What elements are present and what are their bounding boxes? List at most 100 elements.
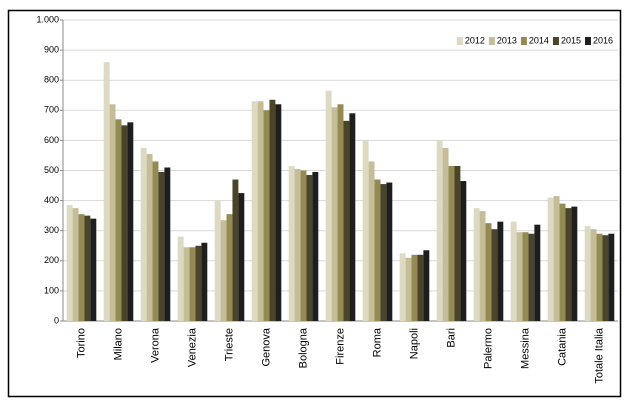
bar bbox=[325, 90, 332, 321]
bar bbox=[306, 175, 313, 321]
bar bbox=[565, 208, 572, 321]
bar bbox=[584, 226, 591, 321]
bar bbox=[608, 233, 615, 321]
bar bbox=[78, 214, 85, 321]
bar bbox=[238, 193, 245, 321]
bar bbox=[417, 254, 424, 321]
bar bbox=[448, 165, 455, 321]
bar bbox=[84, 215, 91, 321]
bar bbox=[146, 153, 153, 321]
bar bbox=[294, 168, 301, 321]
bar bbox=[195, 245, 202, 321]
bar bbox=[90, 218, 97, 321]
y-tick-label: 200 bbox=[44, 255, 59, 265]
y-tick-label: 900 bbox=[44, 44, 59, 54]
bar bbox=[152, 161, 159, 321]
bar bbox=[201, 242, 208, 321]
bar bbox=[214, 200, 221, 321]
bar bbox=[109, 104, 116, 321]
bar bbox=[473, 208, 480, 321]
bar bbox=[497, 221, 504, 321]
bar bbox=[226, 214, 233, 321]
bar bbox=[602, 235, 609, 321]
bar bbox=[220, 220, 227, 321]
bar bbox=[485, 223, 492, 321]
bar bbox=[232, 179, 239, 321]
y-tick-label: 700 bbox=[44, 105, 59, 115]
x-tick-label: Firenze bbox=[334, 328, 346, 365]
bar bbox=[183, 247, 190, 321]
bar bbox=[386, 182, 393, 321]
x-tick-label: Napoli bbox=[408, 328, 420, 359]
y-tick-label: 500 bbox=[44, 165, 59, 175]
bar bbox=[331, 107, 338, 321]
bar bbox=[423, 250, 430, 321]
legend-swatch bbox=[488, 37, 495, 45]
bar bbox=[177, 236, 184, 321]
bar bbox=[115, 119, 122, 321]
bar bbox=[491, 229, 498, 321]
bar bbox=[72, 208, 79, 321]
y-tick-label: 800 bbox=[44, 75, 59, 85]
bar bbox=[103, 62, 110, 321]
bar bbox=[534, 224, 541, 321]
x-tick-label: Totale Italia bbox=[593, 327, 605, 384]
bar bbox=[66, 205, 73, 321]
x-tick-label: Palermo bbox=[482, 328, 494, 369]
bar bbox=[343, 120, 350, 322]
legend-label: 2015 bbox=[561, 35, 581, 45]
bar bbox=[140, 147, 147, 321]
bar bbox=[300, 170, 307, 321]
bar bbox=[312, 172, 319, 321]
bar bbox=[374, 179, 381, 321]
x-tick-label: Trieste bbox=[223, 328, 235, 361]
bar bbox=[405, 257, 412, 321]
x-tick-label: Roma bbox=[371, 327, 383, 357]
bar bbox=[559, 203, 566, 321]
y-tick-label: 300 bbox=[44, 225, 59, 235]
bar bbox=[275, 104, 282, 321]
bar bbox=[590, 229, 597, 321]
bar bbox=[596, 233, 603, 321]
bar bbox=[121, 125, 128, 321]
bar bbox=[380, 184, 387, 321]
bar bbox=[399, 253, 406, 321]
bar bbox=[411, 254, 418, 321]
y-tick-label: 600 bbox=[44, 135, 59, 145]
y-tick-label: 400 bbox=[44, 195, 59, 205]
x-tick-label: Bari bbox=[445, 328, 457, 348]
bar bbox=[547, 197, 554, 321]
x-tick-label: Bologna bbox=[297, 327, 309, 368]
x-tick-label: Venezia bbox=[186, 327, 198, 367]
x-tick-label: Milano bbox=[112, 328, 124, 360]
bar bbox=[516, 232, 523, 321]
bar bbox=[288, 165, 295, 321]
bar bbox=[460, 181, 467, 321]
bar bbox=[251, 101, 258, 322]
legend-label: 2016 bbox=[593, 35, 613, 45]
bar bbox=[269, 99, 276, 321]
y-tick-label: 1.000 bbox=[36, 14, 59, 24]
x-tick-label: Torino bbox=[75, 328, 87, 358]
bar bbox=[442, 147, 449, 321]
bar bbox=[528, 233, 535, 321]
bar bbox=[436, 140, 443, 321]
legend-swatch bbox=[552, 37, 559, 45]
bar bbox=[189, 247, 196, 321]
bar bbox=[454, 165, 461, 321]
x-tick-label: Messina bbox=[519, 327, 531, 369]
chart-border bbox=[7, 9, 622, 398]
legend-label: 2012 bbox=[465, 35, 485, 45]
legend-swatch bbox=[584, 37, 591, 45]
bar bbox=[349, 113, 356, 321]
bar bbox=[158, 172, 165, 321]
bar bbox=[164, 167, 171, 321]
bar bbox=[553, 196, 560, 321]
legend-swatch bbox=[456, 37, 463, 45]
x-tick-label: Genova bbox=[260, 327, 272, 366]
bar bbox=[257, 101, 264, 322]
bar bbox=[522, 232, 529, 321]
y-tick-label: 100 bbox=[44, 285, 59, 295]
bar bbox=[263, 110, 270, 321]
legend-label: 2013 bbox=[497, 35, 517, 45]
